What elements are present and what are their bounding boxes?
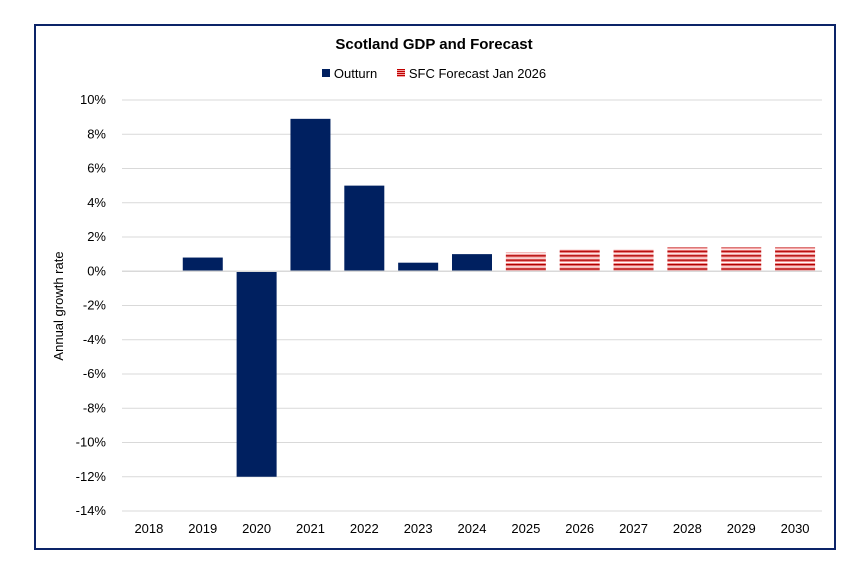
x-tick-label: 2024 — [458, 521, 487, 536]
bar-forecast — [559, 248, 600, 272]
y-tick-label: 8% — [87, 126, 106, 141]
legend-swatch-forecast — [396, 69, 405, 77]
legend: Outturn SFC Forecast Jan 2026 — [0, 65, 868, 81]
y-tick-label: -14% — [76, 503, 107, 518]
y-tick-label: -10% — [76, 435, 107, 450]
x-tick-label: 2028 — [673, 521, 702, 536]
bar-outturn — [290, 118, 331, 272]
x-tick-label: 2021 — [296, 521, 325, 536]
y-axis-label: Annual growth rate — [51, 251, 66, 360]
x-tick-label: 2023 — [404, 521, 433, 536]
y-tick-label: 10% — [80, 92, 106, 107]
x-tick-label: 2027 — [619, 521, 648, 536]
legend-label: Outturn — [333, 65, 378, 81]
bar-forecast — [667, 247, 708, 272]
bar-forecast — [775, 247, 816, 272]
legend-swatch-outturn — [321, 69, 330, 77]
bar-forecast — [613, 248, 654, 272]
bar-outturn — [452, 254, 492, 272]
y-tick-label: 6% — [87, 161, 106, 176]
y-tick-label: -8% — [83, 400, 107, 415]
y-tick-label: -6% — [83, 366, 107, 381]
x-tick-label: 2026 — [565, 521, 594, 536]
x-tick-label: 2019 — [188, 521, 217, 536]
legend-item-forecast: SFC Forecast Jan 2026 — [396, 65, 547, 81]
x-tick-label: 2025 — [511, 521, 540, 536]
y-tick-label: 2% — [87, 229, 106, 244]
bar-outturn — [344, 185, 385, 272]
x-tick-label: 2018 — [134, 521, 163, 536]
y-tick-label: -2% — [83, 298, 107, 313]
y-tick-label: -4% — [83, 332, 107, 347]
x-tick-label: 2020 — [242, 521, 271, 536]
x-tick-label: 2029 — [727, 521, 756, 536]
x-tick-label: 2030 — [781, 521, 810, 536]
chart-title: Scotland GDP and Forecast — [335, 36, 533, 53]
y-tick-label: -12% — [76, 469, 107, 484]
bar-forecast — [505, 252, 546, 272]
legend-item-outturn: Outturn — [321, 65, 378, 81]
bar-outturn — [398, 262, 439, 272]
bar-forecast — [721, 247, 762, 272]
y-tick-label: 4% — [87, 195, 106, 210]
x-tick-label: 2022 — [350, 521, 379, 536]
y-tick-label: 0% — [87, 263, 106, 278]
legend-label: SFC Forecast Jan 2026 — [408, 65, 547, 81]
chart-frame — [34, 24, 836, 550]
bar-outturn — [236, 271, 277, 477]
bar-outturn — [182, 257, 223, 272]
